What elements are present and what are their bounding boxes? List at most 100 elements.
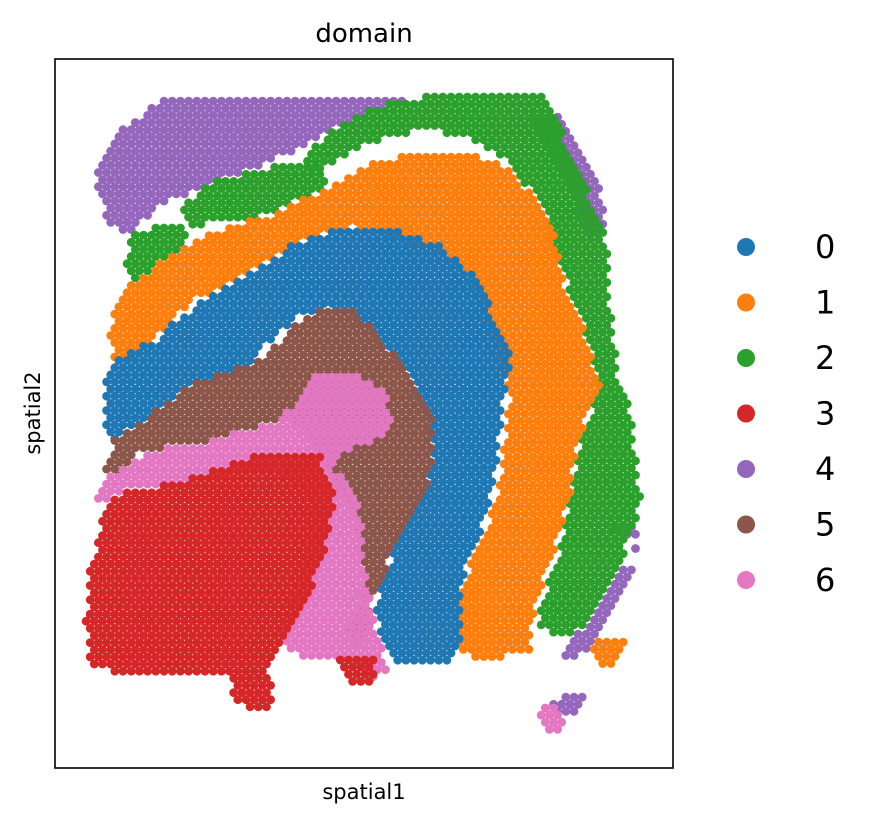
spot-domain-4 (180, 189, 189, 199)
spot-domain-2 (163, 245, 173, 254)
spot-domain-4 (176, 168, 185, 177)
spot-domain-4 (114, 189, 124, 199)
spot-domain-2 (622, 485, 632, 494)
spot-domain-1 (508, 216, 517, 226)
spot-domain-1 (536, 238, 546, 248)
spot-domain-1 (504, 181, 513, 191)
spot-domain-2 (610, 363, 620, 373)
spot-domain-2 (352, 114, 362, 123)
spot-domain-2 (618, 506, 628, 516)
spot-domain-2 (229, 205, 239, 215)
spot-domain-4 (155, 146, 165, 156)
spot-domain-2 (258, 198, 267, 208)
spot-domain-1 (204, 245, 214, 255)
spot-domain-2 (573, 199, 583, 209)
spot-domain-2 (586, 549, 595, 558)
spot-domain-2 (545, 135, 554, 145)
spot-domain-2 (311, 177, 321, 186)
spot-domain-4 (171, 132, 181, 142)
spot-domain-2 (499, 114, 509, 123)
spot-domain-1 (426, 188, 435, 198)
spot-domain-4 (139, 132, 148, 142)
spot-domain-1 (471, 152, 480, 162)
spot-domain-2 (446, 121, 456, 130)
spot-domain-2 (491, 128, 501, 138)
spot-domain-2 (282, 184, 292, 193)
spot-domain-2 (573, 599, 583, 608)
spot-domain-4 (372, 96, 382, 106)
spot-domain-1 (545, 224, 554, 233)
spot-domain-2 (569, 520, 579, 530)
spot-domain-2 (581, 256, 591, 266)
spot-domain-2 (557, 128, 567, 138)
spot-domain-1 (479, 195, 489, 205)
spot-domain-4 (348, 96, 357, 106)
spot-domain-4 (225, 96, 235, 106)
spot-domain-1 (401, 174, 411, 183)
spot-domain-2 (545, 121, 554, 130)
spot-domain-1 (450, 159, 460, 169)
spot-domain-5 (184, 436, 194, 445)
spot-domain-4 (147, 103, 157, 113)
spot-domain-6 (344, 444, 353, 453)
spot-domain-2 (524, 171, 534, 180)
spot-domain-2 (409, 114, 419, 123)
spot-domain-4 (126, 125, 136, 135)
spot-domain-2 (528, 92, 538, 102)
spot-domain-2 (405, 121, 415, 130)
spot-domain-0 (282, 320, 292, 330)
spot-domain-2 (573, 470, 583, 480)
spot-domain-4 (192, 125, 202, 135)
spot-domain-2 (602, 449, 612, 459)
spot-domain-4 (237, 103, 247, 113)
spot-domain-4 (151, 196, 161, 206)
spot-domain-2 (454, 92, 464, 102)
spot-domain-2 (221, 177, 230, 186)
spot-domain-1 (405, 195, 415, 205)
spot-domain-1 (458, 645, 468, 654)
spot-domain-4 (126, 196, 136, 206)
spot-domain-4 (188, 132, 198, 142)
spot-domain-2 (561, 221, 571, 230)
spot-domain-4 (569, 707, 579, 716)
spot-domain-4 (577, 636, 587, 646)
spot-domain-2 (581, 527, 591, 537)
spot-domain-2 (422, 92, 431, 102)
spot-domain-2 (586, 263, 595, 273)
spot-domain-2 (561, 549, 571, 558)
spot-domain-4 (106, 189, 116, 199)
spot-domain-4 (557, 699, 567, 709)
spot-domain-2 (586, 420, 595, 430)
spot-domain-2 (229, 177, 239, 186)
spot-domain-2 (610, 420, 620, 430)
spot-domain-2 (631, 485, 640, 494)
spot-domain-2 (610, 349, 620, 359)
spot-domain-4 (631, 529, 640, 539)
spot-domain-0 (417, 655, 427, 665)
spot-domain-1 (385, 159, 394, 169)
spot-domain-4 (130, 175, 140, 185)
spot-domain-1 (245, 216, 255, 226)
spot-domain-1 (463, 181, 472, 191)
spot-domain-4 (126, 210, 136, 220)
spot-domain-2 (426, 114, 435, 123)
spot-domain-2 (208, 184, 218, 193)
spot-domain-4 (262, 118, 271, 127)
spot-domain-2 (577, 221, 587, 230)
spot-domain-0 (401, 655, 411, 665)
spot-domain-2 (155, 230, 165, 240)
spot-domain-2 (590, 270, 599, 280)
spot-domain-2 (614, 485, 624, 494)
spot-domain-2 (586, 221, 595, 230)
spot-domain-2 (577, 178, 587, 188)
spot-domain-1 (430, 195, 439, 205)
spot-domain-2 (450, 99, 460, 109)
spot-domain-1 (422, 209, 431, 219)
spot-domain-2 (471, 106, 480, 116)
spot-domain-2 (479, 121, 489, 130)
spot-domain-1 (512, 224, 521, 233)
spot-domain-4 (331, 111, 341, 120)
spot-domain-5 (155, 443, 165, 453)
spot-domain-2 (569, 577, 579, 587)
spot-domain-1 (450, 231, 460, 241)
